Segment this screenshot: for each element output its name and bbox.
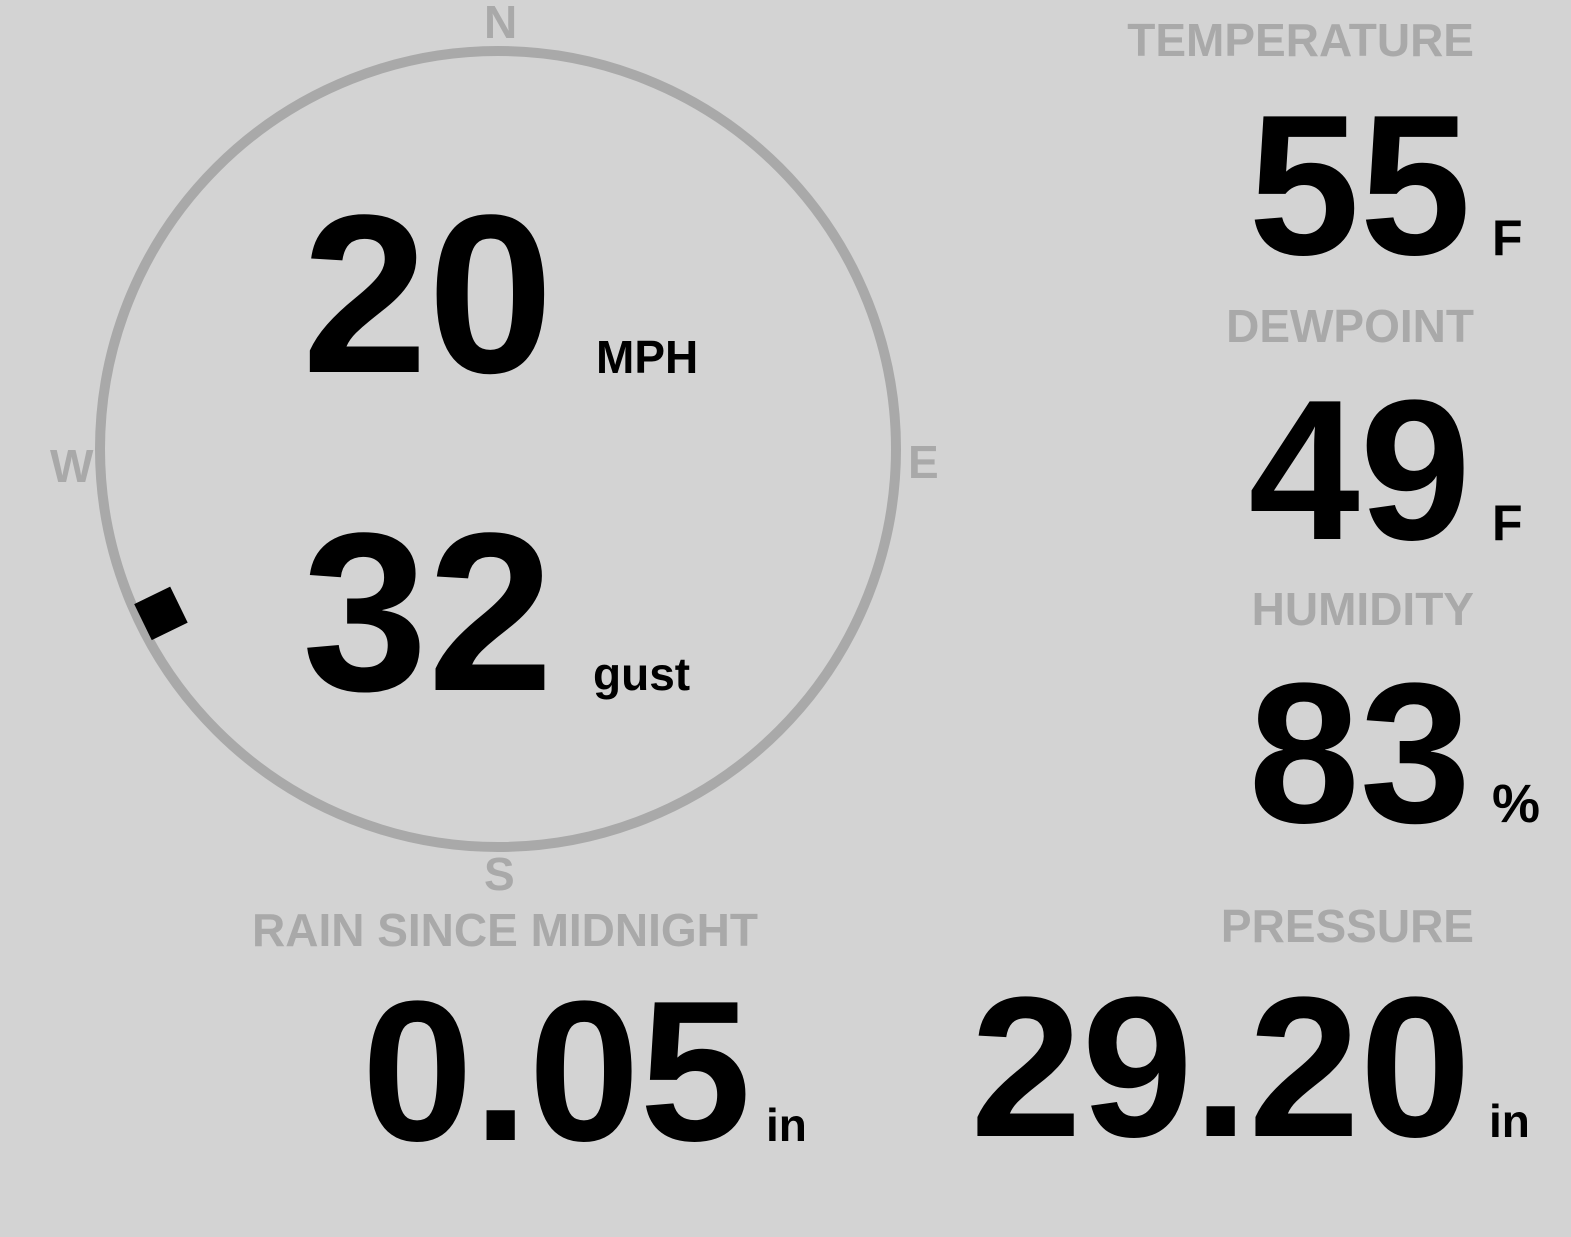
humidity-label: HUMIDITY — [1251, 583, 1474, 635]
dewpoint-unit: F — [1492, 495, 1523, 551]
wind-speed-unit: MPH — [596, 331, 699, 383]
humidity-card: HUMIDITY — [1252, 583, 1474, 636]
rain-label: RAIN SINCE MIDNIGHT — [252, 904, 758, 956]
wind-gust-value: 32 — [302, 485, 554, 738]
temperature-card: TEMPERATURE — [1127, 14, 1474, 67]
wind-direction-marker — [134, 586, 188, 641]
dewpoint-label: DEWPOINT — [1226, 300, 1474, 352]
compass-west: W — [50, 440, 94, 492]
pressure-card: PRESSURE — [1221, 900, 1474, 953]
dewpoint-value: 49 — [1248, 359, 1471, 582]
compass-ring — [95, 46, 901, 852]
pressure-unit: in — [1489, 1095, 1530, 1147]
wind-gust-unit: gust — [593, 648, 691, 700]
temperature-unit: F — [1492, 210, 1523, 266]
wind-speed-value: 20 — [302, 167, 554, 420]
pressure-value: 29.20 — [970, 956, 1472, 1179]
pressure-label: PRESSURE — [1220, 900, 1474, 952]
compass-south: S — [484, 848, 515, 900]
temperature-label: TEMPERATURE — [1127, 14, 1474, 66]
compass-east: E — [908, 436, 939, 488]
temperature-value: 55 — [1248, 74, 1471, 297]
dewpoint-card: DEWPOINT — [1226, 300, 1474, 353]
rain-value: 0.05 — [361, 960, 751, 1183]
rain-unit: in — [766, 1099, 807, 1151]
compass-north: N — [484, 0, 518, 48]
humidity-value: 83 — [1248, 642, 1471, 865]
humidity-unit: % — [1492, 774, 1541, 834]
